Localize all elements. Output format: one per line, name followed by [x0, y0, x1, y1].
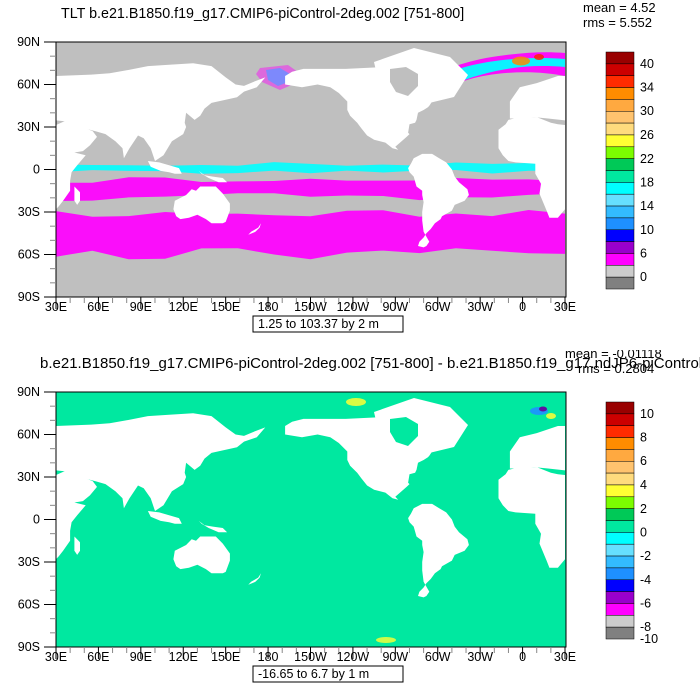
svg-text:90N: 90N: [17, 35, 40, 49]
svg-text:60N: 60N: [17, 78, 40, 92]
svg-text:30S: 30S: [18, 205, 40, 219]
svg-text:30: 30: [640, 104, 654, 118]
svg-text:10: 10: [640, 407, 654, 421]
svg-text:60W: 60W: [425, 650, 451, 664]
svg-text:30E: 30E: [45, 650, 67, 664]
svg-text:40: 40: [640, 57, 654, 71]
svg-text:150W: 150W: [294, 650, 327, 664]
svg-text:rms = 5.552: rms = 5.552: [583, 15, 652, 30]
svg-text:30W: 30W: [467, 650, 493, 664]
svg-text:150E: 150E: [211, 300, 240, 314]
svg-text:rms = 0.2804: rms = 0.2804: [578, 361, 654, 376]
svg-text:60S: 60S: [18, 248, 40, 262]
svg-text:150W: 150W: [294, 300, 327, 314]
svg-text:30N: 30N: [17, 470, 40, 484]
svg-text:18: 18: [640, 176, 654, 190]
svg-text:-10: -10: [640, 632, 658, 646]
svg-text:22: 22: [640, 152, 654, 166]
svg-text:8: 8: [640, 431, 647, 445]
svg-text:6: 6: [640, 247, 647, 261]
svg-text:90W: 90W: [382, 650, 408, 664]
svg-text:26: 26: [640, 128, 654, 142]
svg-text:60N: 60N: [17, 428, 40, 442]
svg-text:-6: -6: [640, 597, 651, 611]
svg-text:120E: 120E: [169, 650, 198, 664]
svg-text:180: 180: [258, 650, 279, 664]
svg-text:0: 0: [519, 300, 526, 314]
svg-text:-16.65 to 6.7 by 1 m: -16.65 to 6.7 by 1 m: [258, 667, 369, 681]
svg-text:60E: 60E: [87, 650, 109, 664]
svg-text:0: 0: [640, 270, 647, 284]
svg-text:60W: 60W: [425, 300, 451, 314]
svg-text:120W: 120W: [337, 300, 370, 314]
svg-text:90S: 90S: [18, 290, 40, 304]
svg-text:4: 4: [640, 478, 647, 492]
svg-text:30E: 30E: [554, 300, 576, 314]
svg-text:30W: 30W: [467, 300, 493, 314]
svg-text:150E: 150E: [211, 650, 240, 664]
svg-text:30S: 30S: [18, 555, 40, 569]
svg-text:-2: -2: [640, 549, 651, 563]
svg-text:0: 0: [519, 650, 526, 664]
svg-text:90N: 90N: [17, 385, 40, 399]
svg-text:2: 2: [640, 502, 647, 516]
svg-text:10: 10: [640, 223, 654, 237]
svg-text:90W: 90W: [382, 300, 408, 314]
svg-text:60E: 60E: [87, 300, 109, 314]
svg-text:120E: 120E: [169, 300, 198, 314]
svg-text:mean = -0.01118: mean = -0.01118: [565, 350, 662, 361]
svg-text:1.25 to 103.37 by 2 m: 1.25 to 103.37 by 2 m: [258, 317, 379, 331]
svg-text:0: 0: [33, 513, 40, 527]
svg-text:-4: -4: [640, 573, 651, 587]
svg-text:60S: 60S: [18, 598, 40, 612]
svg-text:90E: 90E: [130, 300, 152, 314]
svg-text:TLT b.e21.B1850.f19_g17.CMIP6-: TLT b.e21.B1850.f19_g17.CMIP6-piControl-…: [61, 6, 464, 22]
svg-text:180: 180: [258, 300, 279, 314]
svg-text:30E: 30E: [45, 300, 67, 314]
svg-text:90S: 90S: [18, 640, 40, 654]
svg-text:0: 0: [640, 526, 647, 540]
svg-text:30N: 30N: [17, 120, 40, 134]
svg-text:mean = 4.52: mean = 4.52: [583, 0, 656, 15]
svg-text:34: 34: [640, 81, 654, 95]
svg-text:120W: 120W: [337, 650, 370, 664]
svg-text:90E: 90E: [130, 650, 152, 664]
svg-text:0: 0: [33, 163, 40, 177]
svg-text:30E: 30E: [554, 650, 576, 664]
svg-text:6: 6: [640, 454, 647, 468]
svg-text:14: 14: [640, 199, 654, 213]
